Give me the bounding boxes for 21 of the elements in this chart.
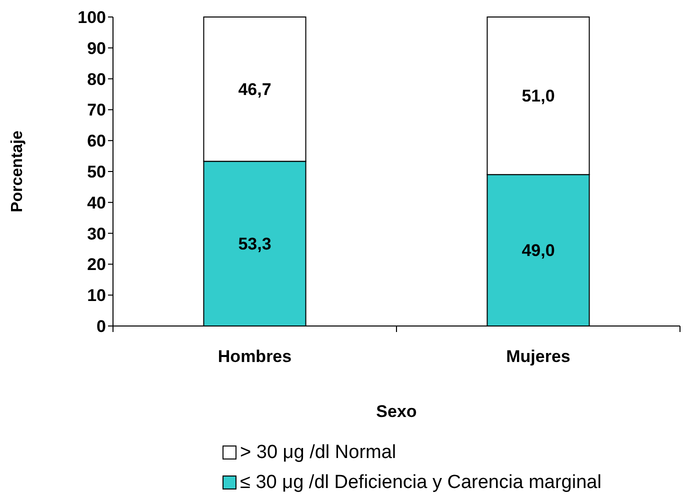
legend-label: ≤ 30 μg /dl Deficiencia y Carencia marginal <box>240 472 602 493</box>
y-tick-label: 20 <box>87 255 106 274</box>
y-tick-label: 0 <box>96 316 106 336</box>
x-tick-label: Hombres <box>218 347 292 366</box>
y-tick-label: 100 <box>78 8 106 27</box>
y-tick-label: 10 <box>87 286 106 306</box>
x-axis-title: Sexo <box>376 402 417 421</box>
data-label: 53,3 <box>238 234 272 254</box>
y-tick-label: 80 <box>87 70 106 89</box>
legend-label: > 30 μg /dl Normal <box>240 442 396 463</box>
data-label: 51,0 <box>522 86 555 106</box>
y-axis-title: Porcentaje <box>9 130 26 212</box>
y-tick-label: 60 <box>87 132 106 151</box>
data-label: 49,0 <box>522 241 555 260</box>
x-tick-label: Mujeres <box>506 347 570 366</box>
y-tick-label: 50 <box>87 162 106 182</box>
y-tick-label: 30 <box>87 224 106 244</box>
y-tick-label: 90 <box>87 38 106 58</box>
y-tick-label: 40 <box>87 193 106 212</box>
data-label: 46,7 <box>238 80 272 100</box>
y-tick-label: 70 <box>87 100 106 120</box>
